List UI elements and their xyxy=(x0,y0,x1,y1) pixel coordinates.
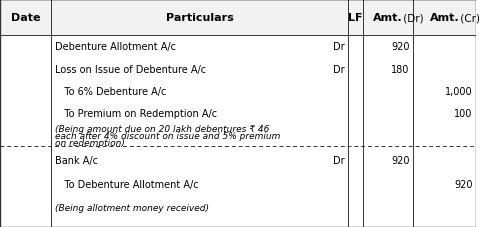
Text: 1,000: 1,000 xyxy=(445,86,472,96)
Text: Bank A/c: Bank A/c xyxy=(55,155,98,165)
Text: Loss on Issue of Debenture A/c: Loss on Issue of Debenture A/c xyxy=(55,64,206,74)
Text: 920: 920 xyxy=(454,179,472,189)
Text: Particulars: Particulars xyxy=(166,13,233,23)
Text: (Cr): (Cr) xyxy=(457,13,480,23)
Text: 920: 920 xyxy=(391,155,409,165)
Text: (Dr): (Dr) xyxy=(400,13,424,23)
Text: LF: LF xyxy=(348,13,363,23)
Text: 180: 180 xyxy=(391,64,409,74)
Text: Amt.: Amt. xyxy=(430,13,460,23)
Text: Dr: Dr xyxy=(333,64,345,74)
Text: To 6% Debenture A/c: To 6% Debenture A/c xyxy=(55,86,166,96)
Text: To Premium on Redemption A/c: To Premium on Redemption A/c xyxy=(55,109,217,119)
Text: Dr: Dr xyxy=(333,155,345,165)
Text: To Debenture Allotment A/c: To Debenture Allotment A/c xyxy=(55,179,199,189)
Text: Amt.: Amt. xyxy=(374,13,403,23)
Text: on redemption): on redemption) xyxy=(55,138,125,147)
Text: Debenture Allotment A/c: Debenture Allotment A/c xyxy=(55,42,176,52)
Text: (Being amount due on 20 lakh debentures ₹ 46: (Being amount due on 20 lakh debentures … xyxy=(55,124,270,133)
Bar xyxy=(0,0,476,36)
Text: 920: 920 xyxy=(391,42,409,52)
Text: (Being allotment money received): (Being allotment money received) xyxy=(55,203,209,212)
Text: 100: 100 xyxy=(454,109,472,119)
Text: each after 4% discount on issue and 5% premium: each after 4% discount on issue and 5% p… xyxy=(55,131,281,140)
Text: Dr: Dr xyxy=(333,42,345,52)
Text: Date: Date xyxy=(11,13,41,23)
